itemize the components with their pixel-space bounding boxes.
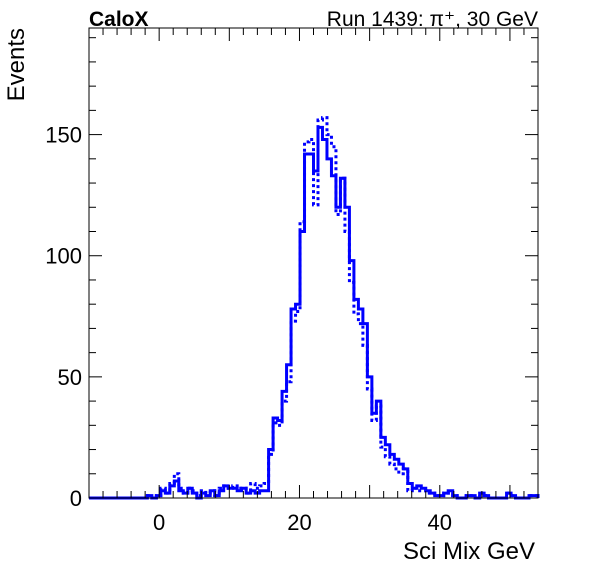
x-tick-label: 0: [153, 510, 165, 535]
y-tick-label: 0: [70, 486, 82, 511]
tick-layer: 0 20 40 0 50 100 150: [45, 28, 539, 535]
x-tick-label: 20: [287, 510, 311, 535]
y-tick-label: 50: [58, 365, 82, 390]
x-tick-label: 40: [428, 510, 452, 535]
y-tick-label: 100: [45, 244, 82, 269]
y-tick-label: 150: [45, 123, 82, 148]
x-axis-label: Sci Mix GeV: [403, 538, 535, 565]
chart-title-right: Run 1439: π⁺, 30 GeV: [327, 8, 538, 31]
chart-title-left: CaloX: [89, 8, 149, 31]
y-axis-label: Events: [3, 28, 30, 101]
